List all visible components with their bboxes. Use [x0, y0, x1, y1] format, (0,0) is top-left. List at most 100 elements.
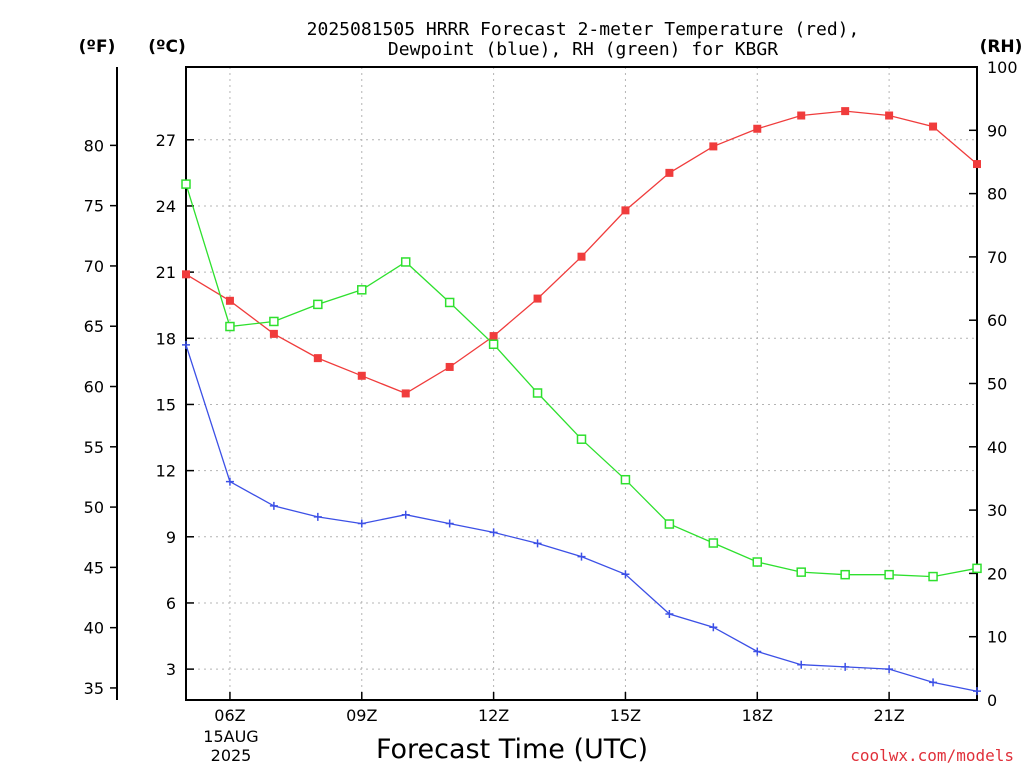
- rh-tick-label: 20: [987, 564, 1007, 583]
- celsius-tick-label: 12: [156, 462, 176, 481]
- fahrenheit-unit-label: (ºF): [79, 37, 116, 57]
- temperature-point: [621, 206, 630, 215]
- dewpoint-point: [709, 623, 718, 632]
- fahrenheit-tick-label: 40: [84, 619, 104, 638]
- temperature-point: [357, 371, 366, 380]
- celsius-tick-label: 21: [156, 263, 176, 282]
- fahrenheit-tick-label: 55: [84, 438, 104, 457]
- date-label-day: 15AUG: [203, 727, 258, 746]
- dewpoint-point: [885, 665, 894, 674]
- temperature-point: [841, 107, 850, 116]
- temperature-point: [313, 354, 322, 363]
- series-layer: [181, 107, 982, 696]
- chart-title-line2: Dewpoint (blue), RH (green) for KBGR: [388, 39, 778, 60]
- temperature-point: [533, 294, 542, 303]
- rh-point: [972, 563, 982, 574]
- temperature-line: [185, 110, 978, 395]
- fahrenheit-tick-label: 70: [84, 257, 104, 276]
- temperature-point: [577, 252, 586, 261]
- dewpoint-point: [357, 519, 366, 528]
- celsius-tick-label: 6: [166, 594, 176, 613]
- rh-tick-label: 100: [987, 58, 1018, 77]
- x-tick-label: 15Z: [610, 706, 641, 725]
- dewpoint-point: [269, 501, 278, 510]
- rh-tick-label: 40: [987, 438, 1007, 457]
- temperature-point: [269, 329, 278, 338]
- dewpoint-point: [929, 678, 938, 687]
- credit-text: coolwx.com/models: [850, 746, 1014, 765]
- rh-point: [884, 569, 894, 580]
- rh-point: [620, 474, 631, 485]
- temperature-point: [401, 389, 410, 398]
- rh-point: [400, 257, 411, 267]
- x-tick-label: 21Z: [873, 706, 904, 725]
- temperature-point: [885, 111, 894, 120]
- celsius-unit-label: (ºC): [148, 37, 186, 57]
- rh-point: [225, 321, 235, 332]
- celsius-tick-label: 9: [166, 528, 176, 547]
- rh-point: [796, 567, 806, 577]
- rh-point: [313, 299, 323, 310]
- rh-point: [576, 434, 587, 444]
- temperature-point: [929, 122, 938, 131]
- rh-point: [708, 538, 719, 548]
- dewpoint-point: [533, 539, 542, 548]
- dewpoint-point: [797, 660, 806, 669]
- celsius-tick-label: 18: [156, 329, 176, 348]
- dewpoint-point: [973, 687, 981, 696]
- fahrenheit-tick-label: 75: [84, 197, 104, 216]
- rh-tick-label: 80: [987, 185, 1007, 204]
- plot-frame: [185, 66, 978, 701]
- rh-point: [752, 557, 763, 567]
- rh-line: [185, 183, 978, 578]
- rh-tick-label: 30: [987, 501, 1007, 520]
- temperature-point: [797, 111, 806, 120]
- temperature-point: [665, 168, 674, 177]
- celsius-tick-label: 3: [166, 660, 176, 679]
- x-tick-label: 06Z: [214, 706, 245, 725]
- dewpoint-point: [841, 662, 850, 671]
- tick-labels: 06Z 09Z 12Z 15Z 18Z 21Z 3 6 9 12 15 18 21 24 27 35 40 45 5…: [84, 58, 1018, 725]
- date-label-year: 2025: [211, 746, 252, 765]
- rh-series: [181, 179, 982, 582]
- temperature-series: [182, 107, 981, 398]
- axes: [110, 66, 978, 701]
- temperature-point: [225, 296, 234, 305]
- temperature-point: [973, 160, 981, 169]
- dewpoint-series: [182, 340, 981, 696]
- x-tick-label: 18Z: [742, 706, 773, 725]
- temperature-point: [753, 124, 762, 133]
- x-axis-title: Forecast Time (UTC): [376, 734, 648, 765]
- dewpoint-point: [753, 647, 762, 656]
- fahrenheit-tick-label: 35: [84, 679, 104, 698]
- rh-point: [840, 569, 850, 580]
- fahrenheit-tick-label: 80: [84, 136, 104, 155]
- dewpoint-point: [182, 340, 190, 349]
- celsius-tick-label: 27: [156, 131, 176, 150]
- dewpoint-point: [401, 510, 410, 519]
- rh-tick-label: 50: [987, 375, 1007, 394]
- rh-point: [488, 339, 499, 350]
- fahrenheit-tick-label: 65: [84, 317, 104, 336]
- grid-lines: [186, 67, 977, 700]
- rh-point: [664, 519, 675, 529]
- rh-tick-label: 90: [987, 121, 1007, 140]
- dewpoint-point: [665, 609, 674, 618]
- temperature-point: [489, 332, 498, 341]
- x-tick-label: 09Z: [346, 706, 377, 725]
- chart-title-line1: 2025081505 HRRR Forecast 2-meter Tempera…: [307, 19, 860, 40]
- celsius-tick-label: 24: [156, 197, 176, 216]
- dewpoint-point: [577, 552, 586, 561]
- rh-tick-label: 70: [987, 248, 1007, 267]
- rh-point: [181, 179, 191, 189]
- rh-point: [444, 297, 455, 308]
- rh-point: [532, 388, 543, 398]
- rh-tick-label: 0: [987, 691, 997, 710]
- temperature-point: [445, 362, 454, 371]
- x-tick-label: 12Z: [478, 706, 509, 725]
- temperature-point: [709, 142, 718, 151]
- dewpoint-point: [313, 512, 322, 521]
- rh-point: [269, 316, 279, 327]
- temperature-point: [182, 270, 190, 279]
